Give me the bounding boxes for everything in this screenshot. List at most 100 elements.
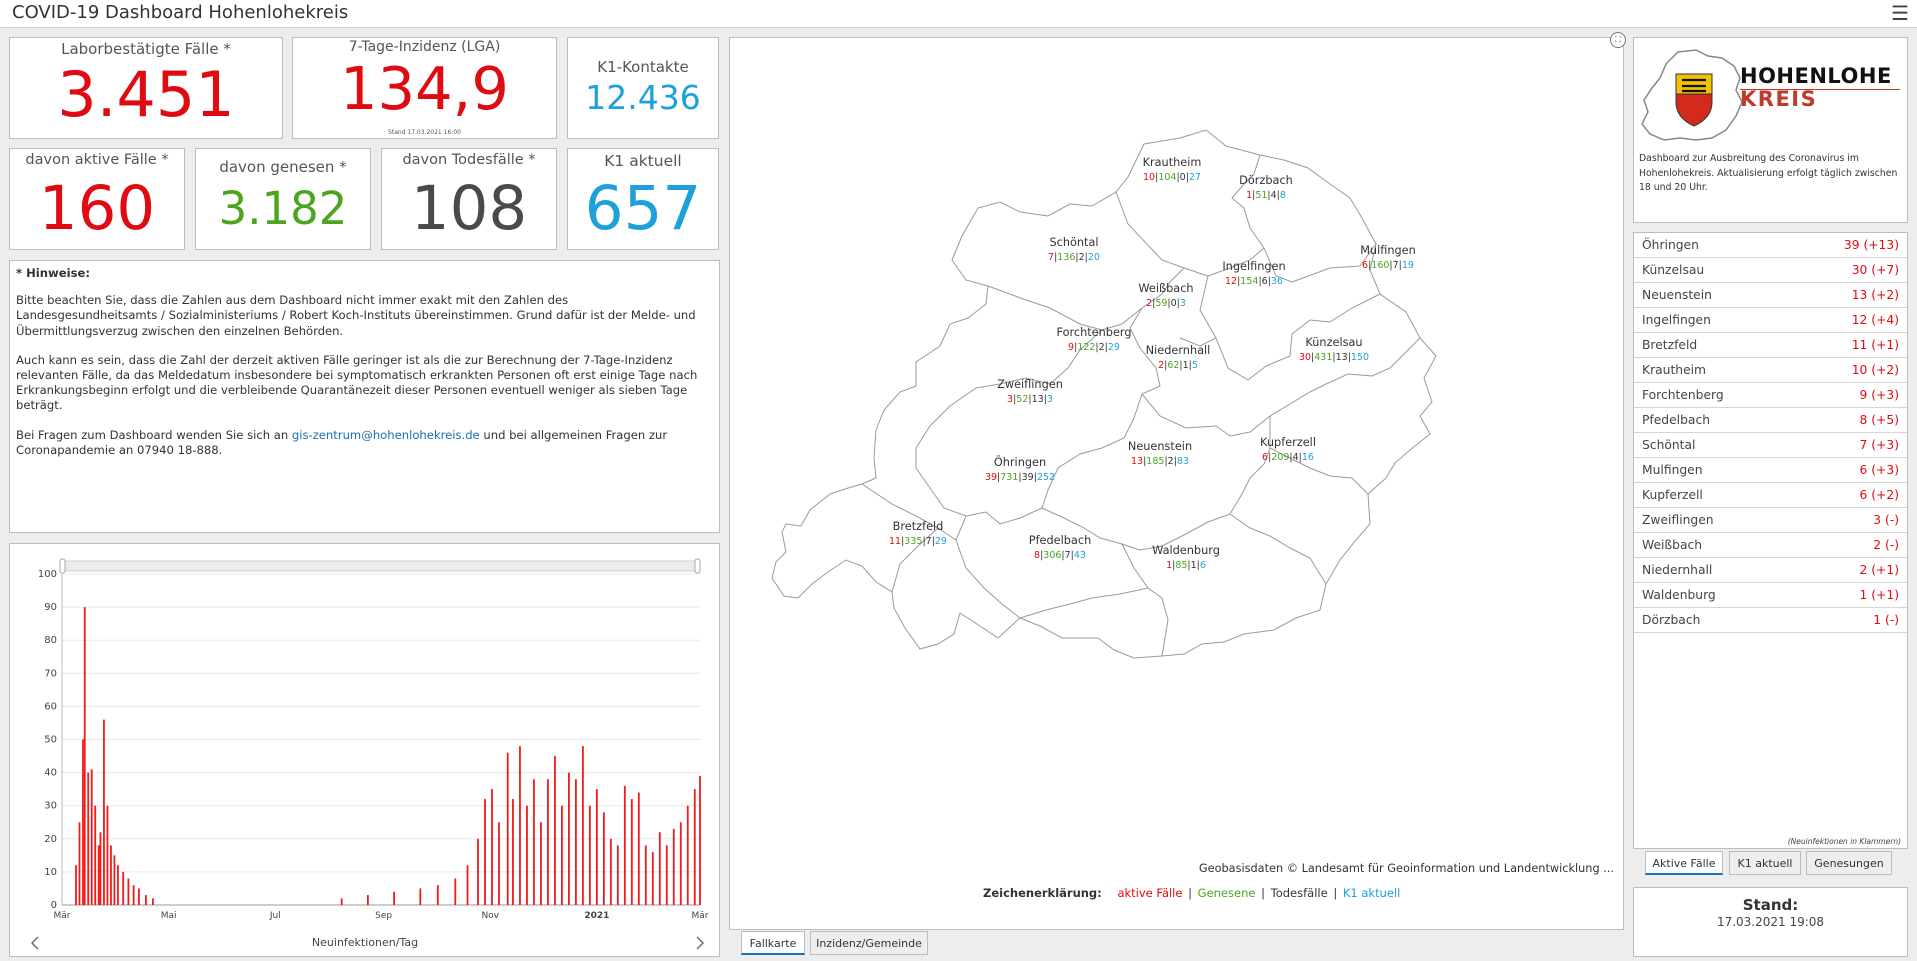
chart-bar[interactable]: [506, 752, 509, 905]
municipality-row[interactable]: Zweiflingen 3 (-): [1634, 508, 1907, 533]
municipality-row[interactable]: Forchtenberg 9 (+3): [1634, 383, 1907, 408]
chart-bar[interactable]: [484, 799, 486, 905]
chart-bar[interactable]: [103, 719, 105, 905]
chart-bar[interactable]: [75, 865, 77, 905]
chart-bar[interactable]: [693, 789, 696, 905]
menu-icon[interactable]: ☰: [1891, 1, 1909, 25]
municipality-row[interactable]: Neuenstein 13 (+2): [1634, 283, 1907, 308]
municipality-row[interactable]: Öhringen 39 (+13): [1634, 233, 1907, 258]
chart-bar[interactable]: [581, 746, 584, 905]
chart-next-arrow[interactable]: [696, 936, 704, 950]
chart-bar[interactable]: [540, 822, 542, 905]
chart-bar[interactable]: [679, 822, 682, 905]
chart-bar[interactable]: [512, 799, 514, 905]
chart-bar[interactable]: [82, 739, 84, 906]
chart-bar[interactable]: [686, 805, 689, 905]
chart-bar[interactable]: [117, 865, 119, 905]
chart-bar[interactable]: [491, 789, 493, 905]
tab-fallkarte[interactable]: Fallkarte: [741, 931, 805, 955]
municipality-row[interactable]: Ingelfingen 12 (+4): [1634, 308, 1907, 333]
chart-bar[interactable]: [151, 898, 154, 905]
notes-paragraph: Bei Fragen zum Dashboard wenden Sie sich…: [16, 428, 713, 458]
chart-bar[interactable]: [78, 822, 81, 905]
chart-bar[interactable]: [637, 792, 640, 905]
chart-bar[interactable]: [574, 779, 577, 905]
municipality-row[interactable]: Mulfingen 6 (+3): [1634, 458, 1907, 483]
chart-bar[interactable]: [588, 805, 591, 905]
chart-bar[interactable]: [623, 785, 626, 905]
tab-k1-aktuell[interactable]: K1 aktuell: [1729, 851, 1801, 875]
map-stat-active: 30: [1299, 352, 1311, 363]
chart-bar[interactable]: [340, 898, 343, 905]
chart-bar[interactable]: [99, 832, 102, 905]
chart-bar[interactable]: [533, 779, 535, 905]
map-label-name: Kupferzell: [1260, 436, 1316, 449]
chart-bar[interactable]: [595, 789, 598, 905]
email-link[interactable]: gis-zentrum@hohenlohekreis.de: [291, 427, 480, 442]
map-stat-k1: 3: [1047, 394, 1053, 405]
chart-bar[interactable]: [436, 885, 439, 905]
municipality-row[interactable]: Niedernhall 2 (+1): [1634, 558, 1907, 583]
chart-bar[interactable]: [419, 888, 422, 905]
chart-bar[interactable]: [113, 855, 116, 905]
chart-bar[interactable]: [366, 895, 369, 905]
chart-bar[interactable]: [87, 772, 90, 905]
chart-prev-arrow[interactable]: [31, 936, 39, 950]
map-label-name: Bretzfeld: [893, 520, 944, 533]
chart-bar[interactable]: [393, 891, 396, 905]
municipality-row[interactable]: Krautheim 10 (+2): [1634, 358, 1907, 383]
chart-bar[interactable]: [94, 805, 97, 905]
tab-genesungen[interactable]: Genesungen: [1806, 851, 1892, 875]
chart-bar[interactable]: [651, 852, 654, 905]
app-title: COVID-19 Dashboard Hohenlohekreis: [12, 2, 349, 23]
chart-bar[interactable]: [83, 607, 86, 905]
tab-inzidenz-gemeinde[interactable]: Inzidenz/Gemeinde: [810, 931, 928, 955]
chart-bar[interactable]: [498, 822, 500, 905]
chart-bar[interactable]: [138, 888, 140, 905]
chart-bar[interactable]: [122, 871, 125, 905]
municipality-row[interactable]: Waldenburg 1 (+1): [1634, 583, 1907, 608]
chart-bar[interactable]: [90, 769, 93, 905]
chart-bar[interactable]: [547, 779, 549, 905]
map-stat-k1: 29: [935, 536, 947, 547]
chart-bar[interactable]: [466, 865, 469, 905]
municipality-row[interactable]: Pfedelbach 8 (+5): [1634, 408, 1907, 433]
chart-bar[interactable]: [477, 838, 479, 905]
chart-bar[interactable]: [97, 845, 100, 905]
chart-scrollbar-handle-left[interactable]: [59, 558, 66, 574]
chart-bar[interactable]: [106, 805, 109, 905]
chart-bar[interactable]: [554, 756, 556, 905]
chart-bar[interactable]: [699, 775, 701, 905]
municipality-row[interactable]: Schöntal 7 (+3): [1634, 433, 1907, 458]
chart-scrollbar-handle-right[interactable]: [694, 558, 701, 574]
municipality-row[interactable]: Weißbach 2 (-): [1634, 533, 1907, 558]
chart-bar[interactable]: [602, 812, 605, 905]
chart-bar[interactable]: [616, 845, 619, 905]
municipality-row[interactable]: Kupferzell 6 (+2): [1634, 483, 1907, 508]
chart-bar[interactable]: [568, 772, 570, 905]
chart-bar[interactable]: [665, 845, 668, 905]
chart-bar[interactable]: [145, 895, 147, 905]
chart-bar[interactable]: [658, 832, 661, 905]
municipality-row[interactable]: Bretzfeld 11 (+1): [1634, 333, 1907, 358]
chart-scrollbar-track[interactable]: [61, 560, 701, 572]
chart-bar[interactable]: [132, 885, 135, 905]
chart-bar[interactable]: [127, 878, 130, 905]
chart-bar[interactable]: [644, 845, 647, 905]
chart-bar[interactable]: [561, 805, 563, 905]
district-outline: [771, 129, 1437, 659]
chart-bar[interactable]: [526, 805, 528, 905]
border-line: [1041, 507, 1231, 551]
municipality-row[interactable]: Dörzbach 1 (-): [1634, 608, 1907, 633]
chart-bar[interactable]: [630, 799, 633, 905]
chart-bar[interactable]: [609, 838, 612, 905]
chart-bar[interactable]: [110, 845, 112, 905]
chart-bar[interactable]: [454, 878, 457, 905]
chart-xtick-label: Nov: [481, 911, 499, 921]
chart-bar[interactable]: [519, 746, 521, 905]
fullscreen-icon[interactable]: ⛶: [1610, 32, 1626, 48]
municipality-row[interactable]: Künzelsau 30 (+7): [1634, 258, 1907, 283]
chart-bar[interactable]: [672, 828, 675, 905]
tab-aktive-faelle[interactable]: Aktive Fälle: [1645, 851, 1723, 875]
